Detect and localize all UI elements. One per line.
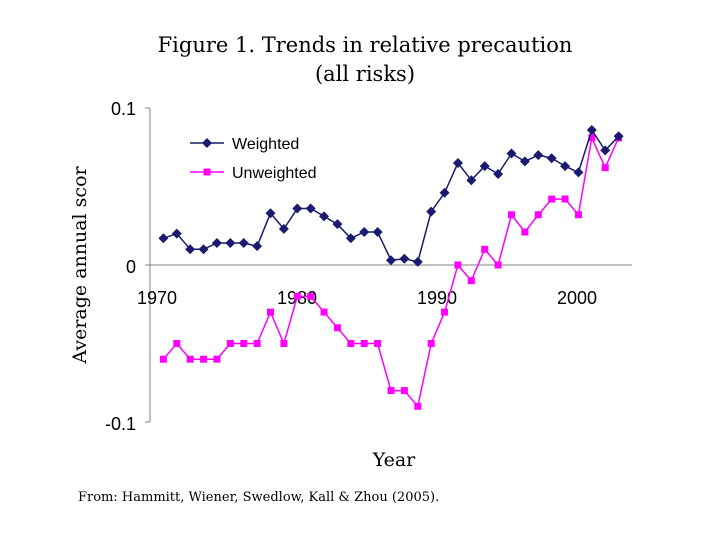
data-point-unweighted	[534, 211, 542, 219]
y-tick-label: 0	[126, 257, 136, 277]
data-point-unweighted	[240, 340, 248, 347]
data-point-unweighted	[267, 308, 274, 316]
legend-label-unweighted: Unweighted	[232, 165, 317, 182]
data-point-unweighted	[400, 387, 408, 395]
data-point-unweighted	[226, 340, 234, 347]
series-weighted	[158, 124, 624, 267]
data-point-weighted	[225, 238, 236, 249]
y-tick-label: 0.1	[111, 99, 136, 119]
data-point-weighted	[600, 145, 611, 156]
data-point-unweighted	[588, 134, 596, 142]
data-point-unweighted	[387, 387, 395, 395]
data-point-unweighted	[601, 164, 609, 172]
data-point-unweighted	[159, 355, 167, 363]
data-point-unweighted	[173, 340, 181, 347]
legend-marker-unweighted	[203, 168, 211, 176]
data-point-weighted	[265, 208, 276, 219]
data-point-weighted	[613, 131, 624, 142]
data-point-weighted	[546, 153, 557, 164]
data-point-unweighted	[494, 261, 502, 269]
source-citation: From: Hammitt, Wiener, Swedlow, Kall & Z…	[78, 490, 440, 505]
data-point-unweighted	[200, 355, 208, 363]
data-point-weighted	[466, 175, 477, 186]
series-unweighted	[159, 134, 623, 410]
data-point-weighted	[185, 244, 196, 255]
data-point-unweighted	[347, 340, 355, 347]
data-point-weighted	[439, 187, 450, 198]
data-point-unweighted	[481, 245, 489, 253]
data-point-unweighted	[213, 355, 221, 363]
data-point-unweighted	[293, 292, 301, 300]
data-point-unweighted	[521, 228, 529, 236]
x-tick-label: 1970	[137, 288, 177, 308]
data-point-weighted	[560, 161, 571, 172]
data-point-unweighted	[414, 402, 422, 410]
data-point-unweighted	[454, 261, 462, 269]
data-point-unweighted	[307, 292, 315, 300]
data-point-weighted	[198, 244, 209, 255]
data-point-unweighted	[374, 340, 382, 347]
legend-label-weighted: Weighted	[232, 136, 299, 153]
data-point-unweighted	[253, 340, 261, 347]
data-point-weighted	[399, 253, 410, 264]
series-layer	[158, 124, 624, 410]
data-point-weighted	[359, 227, 370, 238]
data-point-weighted	[211, 238, 222, 249]
data-point-weighted	[412, 256, 423, 267]
y-tick-marks	[145, 107, 150, 423]
data-point-weighted	[158, 233, 169, 244]
data-point-unweighted	[333, 324, 341, 332]
data-point-weighted	[452, 157, 463, 168]
data-point-weighted	[479, 161, 490, 172]
data-point-unweighted	[186, 355, 194, 363]
data-point-weighted	[238, 238, 249, 249]
data-point-weighted	[278, 223, 289, 234]
data-point-unweighted	[467, 277, 475, 285]
x-tick-label: 2000	[557, 288, 597, 308]
y-axis-title: Average annual scor	[69, 165, 91, 364]
data-point-weighted	[386, 255, 396, 266]
data-point-unweighted	[441, 308, 449, 316]
data-point-unweighted	[561, 195, 569, 203]
legend-marker-weighted	[202, 138, 212, 148]
y-tick-label: -0.1	[105, 414, 136, 434]
data-point-weighted	[372, 227, 383, 238]
data-point-unweighted	[548, 195, 556, 203]
data-point-weighted	[493, 168, 504, 179]
data-point-weighted	[345, 233, 356, 244]
data-point-weighted	[171, 228, 182, 239]
data-point-unweighted	[320, 308, 328, 316]
chart-title-line-2: (all risks)	[315, 62, 415, 86]
data-point-weighted	[292, 203, 303, 214]
chart-title-line-1: Figure 1. Trends in relative precaution	[158, 33, 573, 57]
data-point-unweighted	[574, 211, 582, 219]
data-point-weighted	[319, 211, 330, 222]
data-point-unweighted	[360, 340, 368, 347]
data-point-weighted	[533, 150, 544, 161]
data-point-weighted	[426, 206, 437, 217]
legend: Weighted Unweighted	[190, 136, 317, 182]
data-point-unweighted	[280, 340, 288, 347]
x-axis-title: Year	[372, 449, 416, 471]
data-point-weighted	[586, 124, 597, 135]
data-point-weighted	[305, 203, 316, 214]
data-point-unweighted	[508, 211, 515, 219]
data-point-weighted	[332, 219, 343, 230]
data-point-weighted	[573, 167, 584, 178]
data-point-weighted	[519, 156, 530, 167]
data-point-weighted	[506, 148, 517, 159]
data-point-weighted	[252, 241, 263, 252]
data-point-unweighted	[427, 340, 435, 347]
